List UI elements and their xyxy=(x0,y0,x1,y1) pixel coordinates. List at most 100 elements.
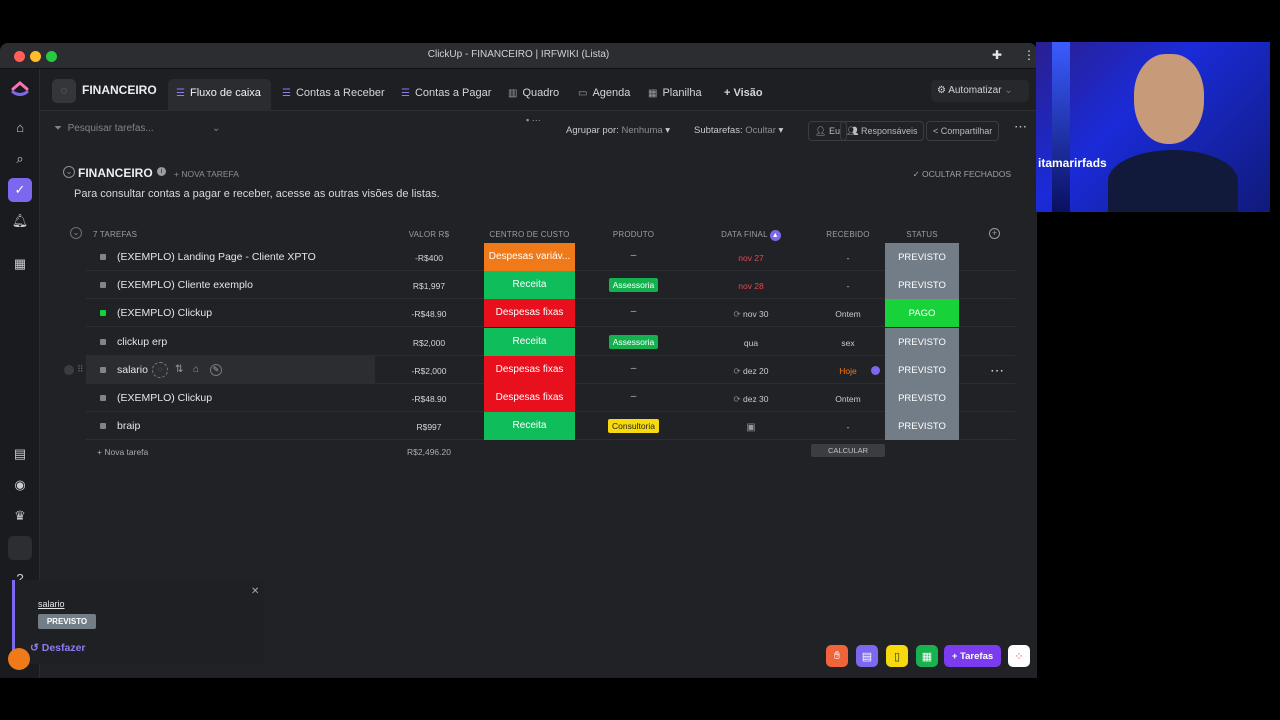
status-square[interactable] xyxy=(100,423,106,430)
value-cell[interactable]: -R$48.90 xyxy=(411,309,447,320)
status-cell[interactable]: PREVISTO xyxy=(885,271,959,300)
more-options-icon[interactable]: ⋯ xyxy=(1014,119,1027,134)
received-cell[interactable]: - xyxy=(846,253,850,263)
subtasks-dropdown[interactable]: Subtarefas: Ocultar ▾ xyxy=(694,125,784,136)
toast-task-name[interactable]: salario xyxy=(38,599,65,609)
add-column-icon[interactable]: + xyxy=(989,228,1000,239)
task-name[interactable]: salario xyxy=(117,363,148,376)
cost-center-cell[interactable]: Despesas variáv... xyxy=(484,243,575,271)
task-name-cell[interactable]: braip xyxy=(86,412,375,439)
task-name-cell[interactable]: clickup erp xyxy=(86,328,375,355)
more-menu-icon[interactable]: ⋮ xyxy=(1023,48,1035,62)
product-cell[interactable]: Consultoria xyxy=(591,419,676,434)
value-cell[interactable]: R$997 xyxy=(416,422,442,433)
status-cell[interactable]: PREVISTO xyxy=(885,355,959,384)
cost-center-cell[interactable]: Receita xyxy=(484,271,575,300)
status-square[interactable] xyxy=(100,254,106,260)
status-square[interactable] xyxy=(100,366,106,373)
status-cell[interactable]: PREVISTO xyxy=(885,384,959,412)
table-row[interactable]: clickup erp R$2,000 Receita Assessoria q… xyxy=(86,327,1015,356)
cost-center-cell[interactable]: Despesas fixas xyxy=(484,384,575,412)
task-name-cell[interactable]: salario xyxy=(86,355,375,383)
due-date-cell[interactable]: nov 28 xyxy=(701,281,801,291)
task-name-cell[interactable]: (EXEMPLO) Clickup xyxy=(86,384,375,411)
product-cell[interactable]: Assessoria xyxy=(591,334,676,349)
status-square[interactable] xyxy=(100,338,106,345)
row-more-icon[interactable]: ⋯ xyxy=(990,362,1004,378)
status-cell[interactable]: PREVISTO xyxy=(885,327,959,356)
calendar-dock-icon[interactable]: ▦ xyxy=(916,645,938,667)
cost-center-cell[interactable]: Receita xyxy=(484,327,575,356)
due-date[interactable]: dez 20 xyxy=(742,365,769,376)
task-name[interactable]: (EXEMPLO) Clickup xyxy=(117,307,213,320)
assign-user-icon[interactable]: ◌ xyxy=(152,362,168,378)
task-name-cell[interactable]: (EXEMPLO) Clickup xyxy=(86,299,375,326)
product-empty[interactable]: – xyxy=(630,362,637,374)
col-due-date[interactable]: DATA FINAL ▲ xyxy=(721,230,781,241)
received-cell[interactable]: Ontem xyxy=(835,309,861,320)
table-row[interactable]: braip R$997 Receita Consultoria ▣ - PREV… xyxy=(86,412,1015,441)
task-name[interactable]: (EXEMPLO) Clickup xyxy=(117,392,213,404)
value-cell[interactable]: R$2,000 xyxy=(412,337,446,348)
subtask-icon[interactable]: ⇅ xyxy=(175,364,184,375)
due-date-cell[interactable]: qua xyxy=(701,338,801,348)
due-date[interactable]: nov 28 xyxy=(738,281,764,292)
space-name[interactable]: FINANCEIRO xyxy=(82,83,157,97)
cost-center-cell[interactable]: Despesas fixas xyxy=(484,355,575,384)
table-row[interactable]: (EXEMPLO) Landing Page - Cliente XPTO -R… xyxy=(86,243,1015,271)
home-icon[interactable]: ⌂ xyxy=(16,119,24,135)
table-row[interactable]: (EXEMPLO) Clickup -R$48.90 Despesas fixa… xyxy=(86,384,1015,412)
clickup-logo[interactable] xyxy=(8,75,32,99)
hide-closed-button[interactable]: ✓ OCULTAR FECHADOS xyxy=(912,169,1011,179)
task-name-cell[interactable]: (EXEMPLO) Landing Page - Cliente XPTO xyxy=(86,243,375,270)
info-icon[interactable]: i xyxy=(157,167,166,176)
status-square[interactable] xyxy=(100,282,106,289)
due-date[interactable]: dez 30 xyxy=(742,394,769,404)
received-cell[interactable]: sex xyxy=(841,337,855,348)
drag-handle-icon[interactable]: ⠿ xyxy=(77,364,84,374)
tag-icon[interactable]: ⌂ xyxy=(193,364,200,375)
space-icon[interactable]: ◌ xyxy=(52,79,76,103)
assignees-button[interactable]: 👥︎ Responsáveis xyxy=(840,121,925,141)
due-date[interactable]: nov 27 xyxy=(738,253,764,263)
due-date-cell[interactable]: ⟳ dez 20 xyxy=(701,366,801,377)
blank-slot[interactable] xyxy=(8,536,32,560)
due-date-cell[interactable]: ▣ xyxy=(701,422,801,433)
tasks-icon[interactable]: ✓ xyxy=(8,178,32,202)
tab-contas-a-pagar[interactable]: ☰ Contas a Pagar xyxy=(401,87,492,99)
toolbar-mini-actions[interactable]: ▪ ⋯ xyxy=(526,115,541,125)
task-name[interactable]: (EXEMPLO) Landing Page - Cliente XPTO xyxy=(117,251,316,263)
task-name[interactable]: (EXEMPLO) Cliente exemplo xyxy=(117,279,253,292)
help-icon[interactable]: ? xyxy=(16,570,24,586)
tab-fluxo-de-caixa[interactable]: ☰ Fluxo de caixa xyxy=(168,79,271,111)
record-clip-icon[interactable]: ✋︎ xyxy=(826,645,848,667)
row-select-checkbox[interactable] xyxy=(64,365,74,375)
minimize-window-button[interactable] xyxy=(30,51,41,62)
col-product[interactable]: PRODUTO xyxy=(612,230,655,239)
cost-center-cell[interactable]: Receita xyxy=(484,412,575,441)
table-row[interactable]: salario -R$2,000 Despesas fixas – ⟳ dez … xyxy=(86,355,1015,384)
close-icon[interactable]: ✕ xyxy=(251,586,260,597)
table-row[interactable]: (EXEMPLO) Cliente exemplo R$1,997 Receit… xyxy=(86,271,1015,300)
tab-agenda[interactable]: ▭ Agenda xyxy=(578,87,631,99)
add-task-link[interactable]: + Nova tarefa xyxy=(97,447,149,457)
due-date[interactable]: qua xyxy=(743,337,759,348)
product-tag[interactable]: Consultoria xyxy=(608,419,659,434)
product-cell[interactable]: – xyxy=(591,250,676,261)
task-name-cell[interactable]: (EXEMPLO) Cliente exemplo xyxy=(86,271,375,298)
product-cell[interactable]: – xyxy=(591,391,676,402)
tab-contas-a-receber[interactable]: ☰ Contas a Receber xyxy=(282,87,385,99)
search-icon[interactable]: ⌕ xyxy=(16,151,24,166)
apps-grid-icon[interactable]: ▦ xyxy=(13,256,27,271)
doc-icon[interactable]: ▯ xyxy=(886,645,908,667)
new-task-header-button[interactable]: + NOVA TAREFA xyxy=(174,169,239,179)
search-input[interactable]: ⏷ Pesquisar tarefas... ⌄ xyxy=(54,123,221,134)
close-window-button[interactable] xyxy=(14,51,25,62)
calculate-button[interactable]: CALCULAR xyxy=(811,444,885,457)
received-cell[interactable]: Ontem xyxy=(835,394,861,404)
product-cell[interactable]: – xyxy=(591,306,676,317)
received-cell[interactable]: Hoje xyxy=(839,365,857,376)
due-date-cell[interactable]: ⟳ nov 30 xyxy=(701,309,801,320)
col-status[interactable]: STATUS xyxy=(906,230,938,239)
zoom-window-button[interactable] xyxy=(46,51,57,62)
